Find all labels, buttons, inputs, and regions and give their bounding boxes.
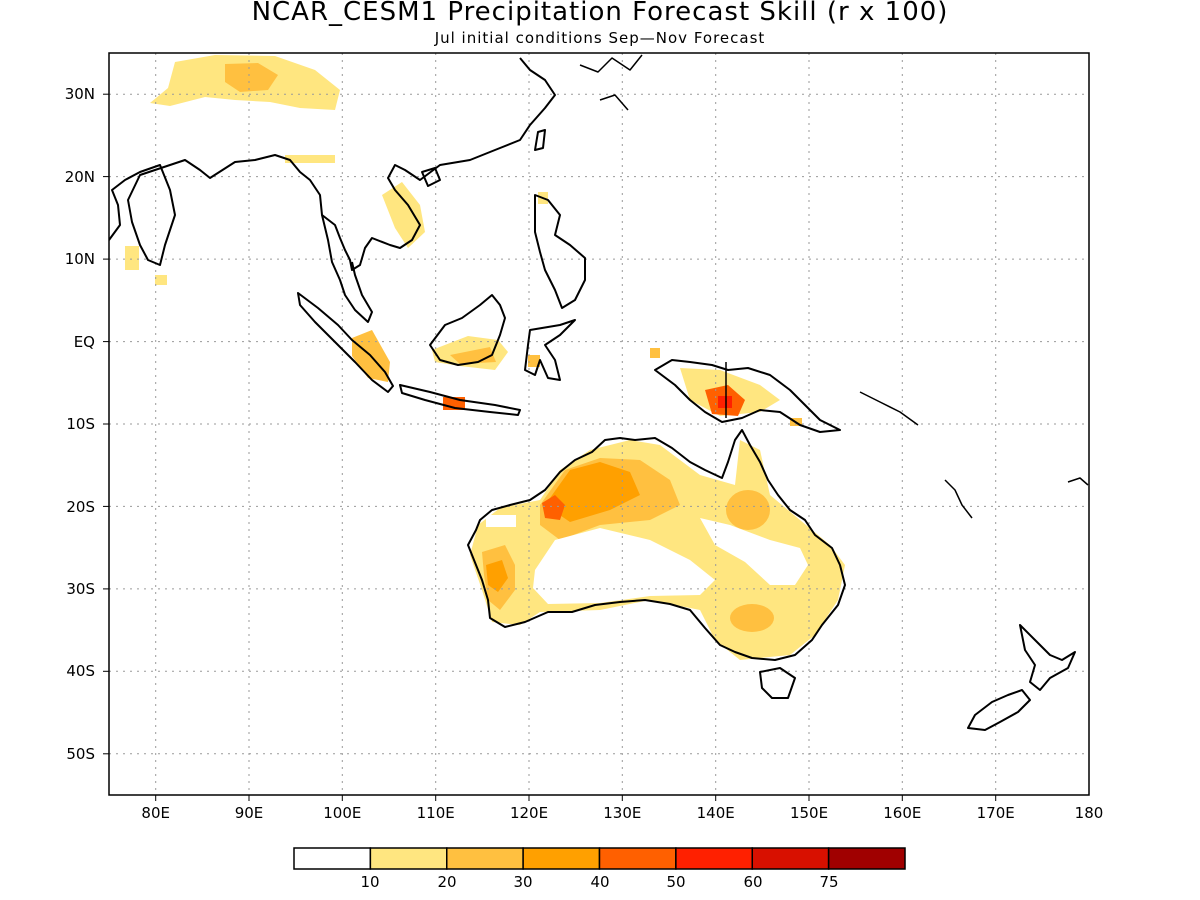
lat-label: 20N [65,168,95,186]
lon-label: 150E [790,804,828,822]
coast-java [399,384,521,416]
latitude-ticks [103,93,109,755]
colorbar-label: 50 [666,873,685,891]
coast-borneo [429,294,506,366]
coast-japan [579,54,643,111]
colorbar-labels: 10 20 30 40 50 60 75 [360,873,838,891]
lon-label: 80E [141,804,170,822]
skill-region-australia-low [533,528,715,604]
map-subtitle: Jul initial conditions Sep—Nov Forecast [434,29,766,47]
colorbar-swatch [675,847,754,870]
colorbar [293,847,906,870]
skill-region-moluccas [650,348,660,358]
colorbar-swatch [446,847,524,870]
coast-philippines [534,194,586,309]
lon-label: 140E [697,804,735,822]
colorbar-label: 60 [743,873,762,891]
lon-label: 110E [417,804,455,822]
colorbar-label: 10 [360,873,379,891]
skill-region-australia-se [730,604,774,632]
lat-label: 20S [66,498,95,516]
colorbar-swatch [827,847,906,870]
coast-taiwan [534,129,546,151]
lon-label: 180 [1075,804,1104,822]
lon-label: 100E [323,804,361,822]
coast-vanuatu [944,479,973,519]
skill-region-sulawesi [528,355,540,367]
lon-label: 90E [235,804,264,822]
coast-newguinea [654,359,841,433]
skill-region-australia-west-core [486,560,508,592]
coast-asia-mainland [109,57,556,271]
skill-region-australia-low-east [700,518,808,585]
colorbar-label: 40 [590,873,609,891]
skill-shading [125,55,845,660]
colorbar-swatch [522,847,601,870]
map-gridlines [109,53,1089,795]
lat-label: 50S [66,745,95,763]
skill-region-srilanka [155,275,167,285]
skill-region-australia-40 [545,462,640,522]
map-title: NCAR_CESM1 Precipitation Forecast Skill … [251,0,949,27]
coastlines [109,54,1089,731]
lat-label: 30N [65,85,95,103]
coast-australia [467,429,846,661]
coast-tasmania [759,667,796,699]
longitude-ticks [155,795,997,801]
skill-region-australia-low-nw [486,515,516,527]
coast-sumatra [297,292,394,393]
skill-region-australia-50 [542,495,565,520]
lon-label: 130E [603,804,641,822]
lat-label: 40S [66,662,95,680]
longitude-labels: 80E 90E 100E 110E 120E 130E 140E 150E 16… [141,804,1103,822]
skill-region-newguinea-core [718,396,732,408]
colorbar-swatch [293,847,372,870]
coast-solomons [859,391,919,426]
skill-region-australia-east [726,490,770,530]
lon-label: 120E [510,804,548,822]
skill-region-india [125,246,139,270]
colorbar-label: 75 [819,873,838,891]
coast-malay-peninsula [321,214,373,323]
lat-label: 10S [66,415,95,433]
coast-sulawesi [524,319,576,381]
coast-newzealand-north [1019,624,1076,691]
colorbar-swatch [369,847,448,870]
lat-label: EQ [74,333,95,351]
lat-label: 10N [65,250,95,268]
colorbar-swatch [598,847,677,870]
lat-label: 30S [66,580,95,598]
skill-region-tibet-core [225,63,278,92]
colorbar-label: 30 [513,873,532,891]
coast-fiji [1067,477,1089,486]
skill-region-indochina [382,182,425,248]
lon-label: 170E [977,804,1015,822]
skill-region-burma [285,155,335,163]
coast-newzealand-south [967,689,1031,731]
latitude-labels: 30N 20N 10N EQ 10S 20S 30S 40S 50S [65,85,95,763]
colorbar-label: 20 [437,873,456,891]
lon-label: 160E [883,804,921,822]
colorbar-swatch [751,847,830,870]
coast-hainan [421,167,441,187]
